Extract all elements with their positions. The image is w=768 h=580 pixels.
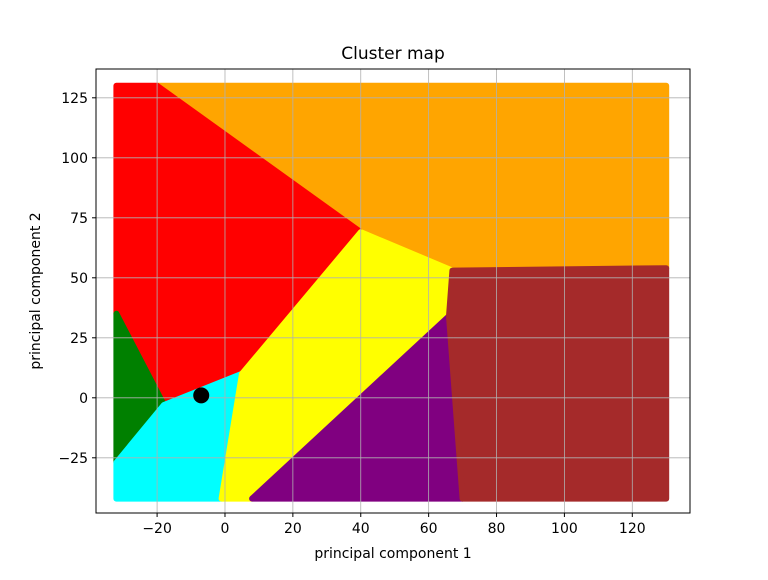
- markers: [193, 387, 210, 404]
- y-tick-label: 0: [79, 391, 88, 407]
- y-tick-label: 125: [61, 91, 88, 107]
- x-tick-label: 60: [420, 521, 438, 537]
- y-tick-label: −25: [58, 451, 88, 467]
- x-axis-label: principal component 1: [314, 546, 471, 562]
- y-tick-label: 25: [70, 331, 88, 347]
- x-tick-label: 100: [551, 521, 578, 537]
- x-tick-label: −20: [142, 521, 172, 537]
- y-tick-label: 50: [70, 271, 88, 287]
- data-point-marker: [193, 387, 210, 404]
- cluster-region-brown: [446, 265, 670, 502]
- plot-frame: [95, 68, 691, 514]
- y-tick-label: 75: [70, 211, 88, 227]
- x-tick-label: 80: [488, 521, 506, 537]
- grid: [96, 69, 690, 513]
- x-tick-label: 120: [619, 521, 646, 537]
- x-tick-label: 20: [284, 521, 302, 537]
- cluster-regions: [113, 82, 670, 502]
- y-axis-label: principal component 2: [28, 212, 44, 369]
- y-tick-label: 100: [61, 151, 88, 167]
- x-tick-label: 0: [221, 521, 230, 537]
- axis-ticks: −20 0 20 40 60 80 100 120 −25 0 25 50 75 100 125: [58, 91, 645, 537]
- x-tick-label: 40: [352, 521, 370, 537]
- chart-title: Cluster map: [341, 44, 445, 64]
